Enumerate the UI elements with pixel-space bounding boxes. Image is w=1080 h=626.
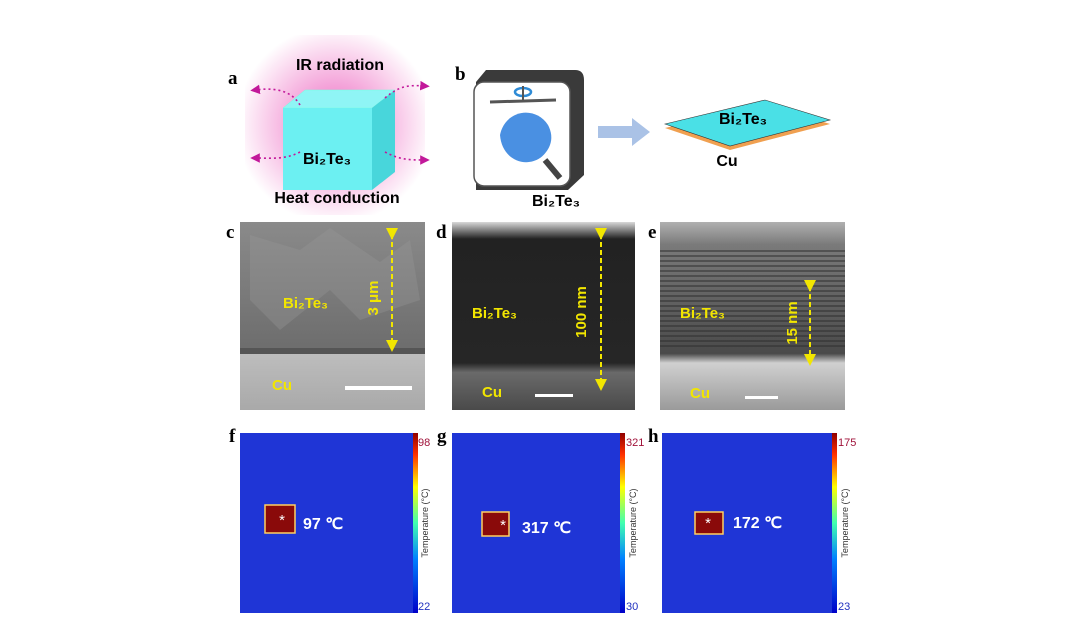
panel-label: e: [648, 222, 656, 243]
film-layer: [663, 99, 832, 147]
scale-bar: [535, 394, 573, 397]
marker: *: [705, 515, 711, 532]
marker: *: [279, 512, 285, 529]
scale-bar: [345, 386, 412, 390]
thickness: 15 nm: [784, 301, 801, 344]
panel-label: h: [648, 426, 659, 447]
interface: [240, 348, 425, 354]
plume: [500, 112, 552, 163]
cbar-label: Temperature (°C): [840, 488, 850, 557]
thickness: 3 μm: [365, 280, 382, 315]
ir-image: [662, 433, 832, 613]
scale-bar: [745, 396, 778, 399]
substrate-label: Cu: [716, 153, 737, 170]
heat-text: Heat conduction: [274, 190, 399, 207]
panel-label: c: [226, 222, 234, 243]
panel-label: d: [436, 222, 447, 243]
heat-arrows: [250, 80, 430, 165]
spot-temp: 97 ℃: [303, 516, 343, 533]
cube-side: [372, 90, 395, 190]
panel-label: b: [455, 64, 466, 85]
cbar-min: 30: [626, 601, 638, 613]
spot-temp: 317 ℃: [522, 520, 571, 537]
cube-front: [283, 108, 372, 190]
material: Bi₂Te₃: [303, 151, 351, 168]
hot-spot: [264, 504, 296, 534]
substrate-label: Cu: [690, 385, 710, 402]
substrate-holder: [489, 98, 557, 104]
film-label: Bi₂Te₃: [719, 111, 767, 128]
colorbar: [832, 433, 837, 613]
ir-text: IR radiation: [296, 57, 384, 74]
marker: *: [500, 517, 506, 534]
cbar-label: Temperature (°C): [420, 488, 430, 557]
cbar-min: 23: [838, 601, 850, 613]
substrate-label: Cu: [272, 377, 292, 394]
target: [542, 158, 563, 180]
grain-texture: [250, 228, 420, 330]
lattice-fringes: [660, 250, 845, 350]
colorbar: [413, 433, 418, 613]
hot-spot: [481, 511, 510, 537]
panel-label: g: [437, 426, 447, 447]
cbar-max: 321: [626, 437, 644, 449]
process-arrow: [598, 118, 650, 146]
panel-label: a: [228, 68, 238, 89]
hot-spot: [694, 511, 724, 535]
colorbar: [620, 433, 625, 613]
film-label: Bi₂Te₃: [472, 305, 517, 322]
cbar-label: Temperature (°C): [628, 488, 638, 557]
thickness: 100 nm: [573, 286, 590, 338]
cbar-max: 98: [418, 437, 430, 449]
source-label: Bi₂Te₃: [532, 193, 580, 210]
film-label: Bi₂Te₃: [283, 295, 328, 312]
panel-label: f: [229, 426, 236, 447]
film-label: Bi₂Te₃: [680, 305, 725, 322]
substrate-label: Cu: [482, 384, 502, 401]
cbar-max: 175: [838, 437, 856, 449]
spot-temp: 172 ℃: [733, 515, 782, 532]
ir-image: [452, 433, 620, 613]
cbar-min: 22: [418, 601, 430, 613]
